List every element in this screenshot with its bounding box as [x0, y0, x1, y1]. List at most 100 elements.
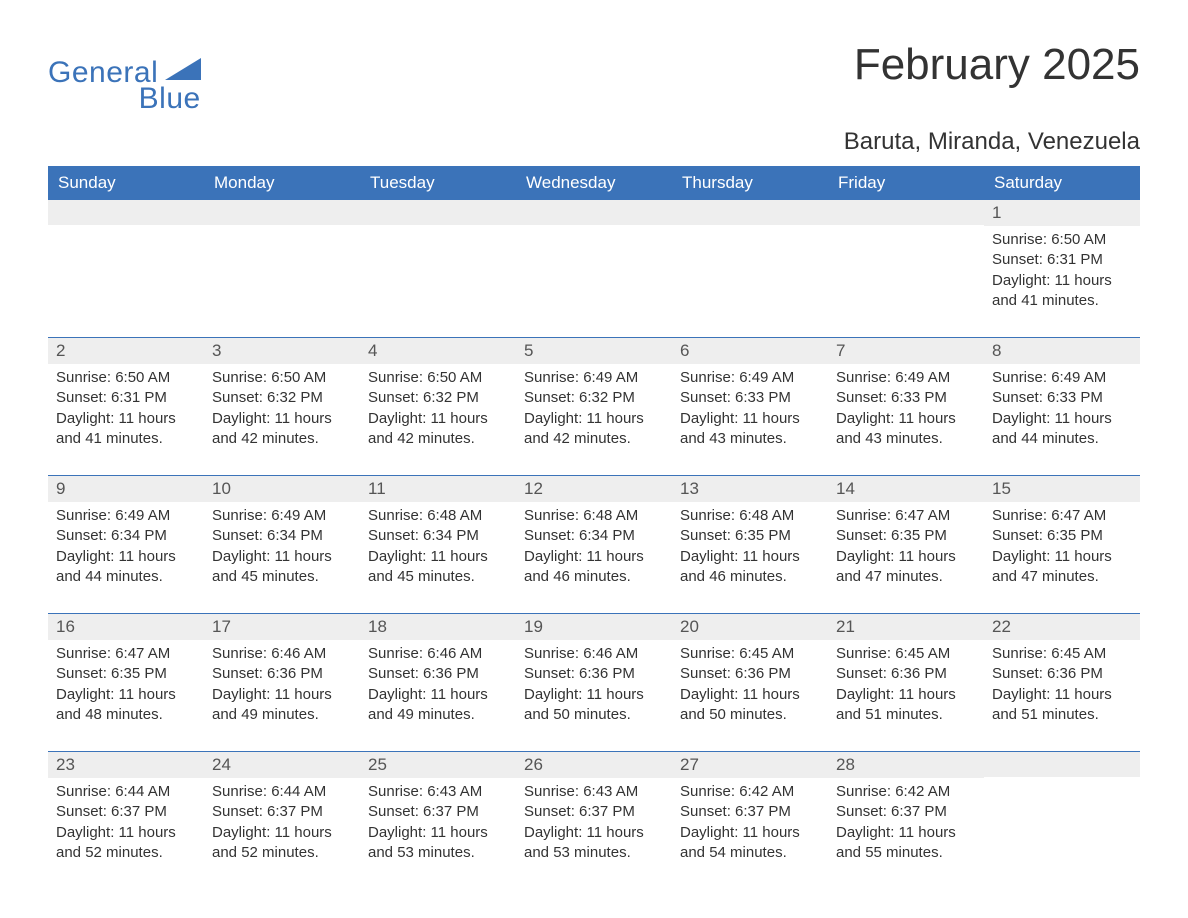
- day-day2: and 51 minutes.: [836, 705, 976, 725]
- day-cell: 19Sunrise: 6:46 AMSunset: 6:36 PMDayligh…: [516, 614, 672, 729]
- day-day2: and 52 minutes.: [56, 843, 196, 863]
- day-sunset: Sunset: 6:37 PM: [368, 802, 508, 822]
- day-day1: Daylight: 11 hours: [212, 823, 352, 843]
- day-cell: 5Sunrise: 6:49 AMSunset: 6:32 PMDaylight…: [516, 338, 672, 453]
- day-body: Sunrise: 6:50 AMSunset: 6:32 PMDaylight:…: [204, 364, 360, 453]
- day-day2: and 50 minutes.: [680, 705, 820, 725]
- day-number: 8: [984, 338, 1140, 364]
- weekday-cell: Friday: [828, 166, 984, 200]
- day-number: [48, 200, 204, 225]
- day-body: [48, 225, 204, 233]
- day-body: Sunrise: 6:43 AMSunset: 6:37 PMDaylight:…: [516, 778, 672, 867]
- day-sunset: Sunset: 6:34 PM: [524, 526, 664, 546]
- day-sunrise: Sunrise: 6:45 AM: [992, 644, 1132, 664]
- day-number: 27: [672, 752, 828, 778]
- day-sunrise: Sunrise: 6:42 AM: [680, 782, 820, 802]
- day-body: Sunrise: 6:48 AMSunset: 6:34 PMDaylight:…: [516, 502, 672, 591]
- day-sunset: Sunset: 6:31 PM: [992, 250, 1132, 270]
- day-body: Sunrise: 6:42 AMSunset: 6:37 PMDaylight:…: [672, 778, 828, 867]
- day-body: Sunrise: 6:47 AMSunset: 6:35 PMDaylight:…: [828, 502, 984, 591]
- day-day1: Daylight: 11 hours: [992, 271, 1132, 291]
- day-day1: Daylight: 11 hours: [524, 409, 664, 429]
- day-number: 9: [48, 476, 204, 502]
- day-number: 4: [360, 338, 516, 364]
- day-day1: Daylight: 11 hours: [992, 685, 1132, 705]
- day-cell: 1Sunrise: 6:50 AMSunset: 6:31 PMDaylight…: [984, 200, 1140, 315]
- day-number: [516, 200, 672, 225]
- day-day1: Daylight: 11 hours: [524, 685, 664, 705]
- day-day1: Daylight: 11 hours: [56, 547, 196, 567]
- day-sunset: Sunset: 6:32 PM: [524, 388, 664, 408]
- day-number: 7: [828, 338, 984, 364]
- day-number: 18: [360, 614, 516, 640]
- day-number: [360, 200, 516, 225]
- day-sunrise: Sunrise: 6:48 AM: [680, 506, 820, 526]
- day-day2: and 41 minutes.: [56, 429, 196, 449]
- day-sunrise: Sunrise: 6:43 AM: [368, 782, 508, 802]
- day-day1: Daylight: 11 hours: [212, 547, 352, 567]
- day-day2: and 43 minutes.: [836, 429, 976, 449]
- day-sunrise: Sunrise: 6:45 AM: [836, 644, 976, 664]
- weekday-cell: Wednesday: [516, 166, 672, 200]
- location-label: Baruta, Miranda, Venezuela: [48, 128, 1140, 156]
- day-cell: [828, 200, 984, 315]
- day-body: Sunrise: 6:48 AMSunset: 6:35 PMDaylight:…: [672, 502, 828, 591]
- day-sunrise: Sunrise: 6:47 AM: [992, 506, 1132, 526]
- day-number: 16: [48, 614, 204, 640]
- day-sunset: Sunset: 6:35 PM: [992, 526, 1132, 546]
- day-sunrise: Sunrise: 6:50 AM: [212, 368, 352, 388]
- day-body: [984, 777, 1140, 785]
- day-sunset: Sunset: 6:37 PM: [836, 802, 976, 822]
- day-day2: and 42 minutes.: [368, 429, 508, 449]
- day-body: [828, 225, 984, 233]
- day-sunset: Sunset: 6:32 PM: [212, 388, 352, 408]
- day-body: Sunrise: 6:49 AMSunset: 6:33 PMDaylight:…: [828, 364, 984, 453]
- day-cell: 3Sunrise: 6:50 AMSunset: 6:32 PMDaylight…: [204, 338, 360, 453]
- day-body: Sunrise: 6:45 AMSunset: 6:36 PMDaylight:…: [984, 640, 1140, 729]
- day-number: 15: [984, 476, 1140, 502]
- day-day1: Daylight: 11 hours: [680, 409, 820, 429]
- day-sunset: Sunset: 6:34 PM: [368, 526, 508, 546]
- day-cell: 22Sunrise: 6:45 AMSunset: 6:36 PMDayligh…: [984, 614, 1140, 729]
- day-day2: and 44 minutes.: [56, 567, 196, 587]
- day-day1: Daylight: 11 hours: [992, 409, 1132, 429]
- day-day2: and 44 minutes.: [992, 429, 1132, 449]
- day-sunrise: Sunrise: 6:49 AM: [524, 368, 664, 388]
- day-sunrise: Sunrise: 6:45 AM: [680, 644, 820, 664]
- day-cell: 18Sunrise: 6:46 AMSunset: 6:36 PMDayligh…: [360, 614, 516, 729]
- day-cell: 15Sunrise: 6:47 AMSunset: 6:35 PMDayligh…: [984, 476, 1140, 591]
- week-row: 1Sunrise: 6:50 AMSunset: 6:31 PMDaylight…: [48, 200, 1140, 315]
- day-sunrise: Sunrise: 6:46 AM: [524, 644, 664, 664]
- day-body: Sunrise: 6:47 AMSunset: 6:35 PMDaylight:…: [48, 640, 204, 729]
- day-sunrise: Sunrise: 6:49 AM: [680, 368, 820, 388]
- day-day2: and 54 minutes.: [680, 843, 820, 863]
- day-number: 23: [48, 752, 204, 778]
- day-cell: [204, 200, 360, 315]
- day-sunrise: Sunrise: 6:48 AM: [524, 506, 664, 526]
- week-row: 23Sunrise: 6:44 AMSunset: 6:37 PMDayligh…: [48, 751, 1140, 867]
- weekday-cell: Monday: [204, 166, 360, 200]
- day-number: 20: [672, 614, 828, 640]
- day-day1: Daylight: 11 hours: [680, 823, 820, 843]
- day-sunset: Sunset: 6:35 PM: [680, 526, 820, 546]
- day-day2: and 45 minutes.: [212, 567, 352, 587]
- day-cell: 12Sunrise: 6:48 AMSunset: 6:34 PMDayligh…: [516, 476, 672, 591]
- day-day1: Daylight: 11 hours: [836, 823, 976, 843]
- day-sunrise: Sunrise: 6:47 AM: [56, 644, 196, 664]
- day-sunset: Sunset: 6:36 PM: [524, 664, 664, 684]
- day-cell: [360, 200, 516, 315]
- day-sunrise: Sunrise: 6:43 AM: [524, 782, 664, 802]
- day-sunset: Sunset: 6:36 PM: [680, 664, 820, 684]
- day-number: [672, 200, 828, 225]
- day-cell: [672, 200, 828, 315]
- day-day2: and 51 minutes.: [992, 705, 1132, 725]
- day-sunrise: Sunrise: 6:44 AM: [56, 782, 196, 802]
- day-cell: 25Sunrise: 6:43 AMSunset: 6:37 PMDayligh…: [360, 752, 516, 867]
- weeks-container: 1Sunrise: 6:50 AMSunset: 6:31 PMDaylight…: [48, 200, 1140, 867]
- day-number: 24: [204, 752, 360, 778]
- weekday-cell: Thursday: [672, 166, 828, 200]
- day-cell: 17Sunrise: 6:46 AMSunset: 6:36 PMDayligh…: [204, 614, 360, 729]
- day-day1: Daylight: 11 hours: [524, 547, 664, 567]
- day-day2: and 43 minutes.: [680, 429, 820, 449]
- day-cell: 16Sunrise: 6:47 AMSunset: 6:35 PMDayligh…: [48, 614, 204, 729]
